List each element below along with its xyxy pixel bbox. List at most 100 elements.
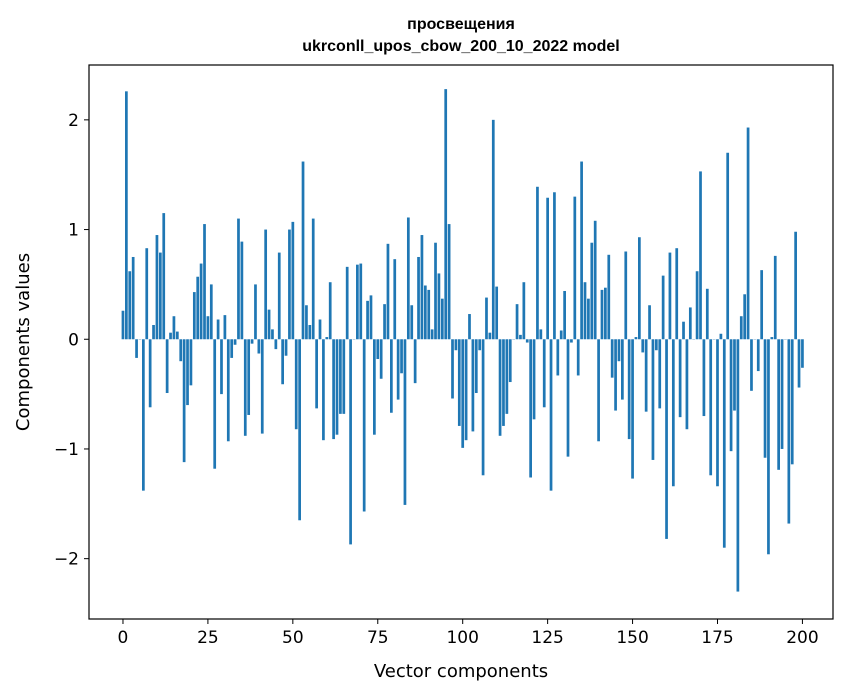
- bar-3: [131, 256, 135, 340]
- bar-51: [294, 339, 298, 430]
- bar-94: [440, 298, 444, 340]
- bar-85: [410, 305, 414, 340]
- bar-1: [125, 91, 128, 340]
- bar-104: [474, 339, 478, 394]
- x-tick-label: 75: [367, 628, 389, 648]
- bar-78: [386, 243, 390, 340]
- bar-91: [430, 329, 434, 340]
- bar-38: [250, 339, 254, 344]
- bar-112: [502, 339, 505, 426]
- bar-155: [648, 305, 651, 340]
- bar-129: [559, 330, 563, 340]
- bar-109: [491, 119, 495, 340]
- bar-191: [770, 337, 774, 340]
- bar-169: [695, 271, 699, 340]
- bar-162: [671, 339, 675, 487]
- bar-193: [777, 339, 780, 470]
- bar-133: [573, 196, 577, 340]
- bar-13: [165, 339, 169, 394]
- bar-160: [665, 339, 668, 539]
- bar-163: [675, 248, 679, 340]
- bar-138: [590, 242, 594, 340]
- y-tick-label: 0: [68, 330, 79, 350]
- bar-72: [366, 300, 369, 340]
- bar-198: [794, 231, 797, 340]
- chart-title-group: просвещения ukrconll_upos_cbow_200_10_20…: [302, 16, 619, 55]
- bar-42: [264, 229, 268, 340]
- bar-152: [638, 237, 641, 340]
- y-tick-label: −2: [54, 550, 79, 570]
- bar-29: [220, 339, 223, 395]
- bar-61: [328, 282, 332, 340]
- bar-35: [240, 241, 244, 340]
- bar-149: [627, 339, 631, 440]
- x-tick-label: 200: [786, 628, 818, 648]
- bar-6: [142, 339, 145, 491]
- bar-17: [179, 339, 183, 362]
- bar-166: [685, 339, 689, 430]
- bar-157: [654, 339, 658, 351]
- bar-136: [583, 282, 587, 340]
- bar-79: [390, 339, 393, 413]
- bar-150: [631, 339, 634, 479]
- bar-141: [600, 289, 604, 340]
- bar-73: [369, 295, 373, 340]
- bar-60: [325, 337, 329, 340]
- x-tick-label: 50: [282, 628, 304, 648]
- bar-96: [447, 224, 451, 340]
- bar-20: [189, 339, 193, 386]
- bar-2: [128, 271, 132, 340]
- bar-126: [549, 339, 553, 491]
- bar-84: [406, 217, 410, 340]
- bar-92: [434, 242, 437, 340]
- bar-101: [464, 339, 468, 441]
- bar-59: [322, 339, 325, 441]
- bar-156: [651, 339, 655, 460]
- bar-180: [733, 339, 736, 411]
- bar-123: [539, 329, 543, 340]
- bar-83: [403, 339, 407, 505]
- bar-40: [257, 339, 261, 354]
- bar-127: [553, 192, 556, 340]
- bar-116: [515, 304, 519, 340]
- bar-118: [522, 282, 526, 340]
- bar-33: [233, 339, 237, 345]
- bar-171: [702, 339, 706, 417]
- bar-41: [260, 339, 264, 434]
- bar-10: [155, 235, 159, 340]
- bar-98: [454, 339, 458, 351]
- bar-80: [393, 259, 397, 340]
- bar-34: [237, 218, 240, 340]
- bar-19: [186, 339, 189, 406]
- bar-125: [546, 197, 549, 340]
- bar-110: [495, 286, 499, 340]
- bar-144: [610, 339, 614, 378]
- bar-194: [780, 339, 784, 449]
- y-tick-label: 1: [68, 221, 79, 241]
- bar-145: [614, 339, 617, 411]
- bar-24: [203, 224, 206, 340]
- y-tick-label: −1: [54, 440, 79, 460]
- bar-165: [682, 321, 685, 340]
- bar-32: [230, 339, 234, 358]
- bar-108: [488, 332, 492, 340]
- bar-45: [274, 339, 278, 350]
- bar-99: [457, 339, 461, 426]
- bar-14: [169, 332, 172, 340]
- bar-187: [756, 339, 760, 372]
- bar-111: [498, 339, 502, 436]
- bar-197: [790, 339, 794, 465]
- bar-188: [760, 270, 764, 340]
- bar-75: [376, 339, 380, 360]
- bar-183: [743, 294, 747, 340]
- bar-117: [519, 334, 522, 340]
- bar-39: [254, 284, 257, 340]
- bar-37: [247, 339, 251, 415]
- bar-82: [400, 339, 403, 374]
- x-tick-label: 150: [616, 628, 648, 648]
- bar-87: [417, 256, 420, 340]
- bar-67: [349, 339, 352, 545]
- bar-151: [634, 337, 638, 340]
- x-tick-label: 125: [531, 628, 563, 648]
